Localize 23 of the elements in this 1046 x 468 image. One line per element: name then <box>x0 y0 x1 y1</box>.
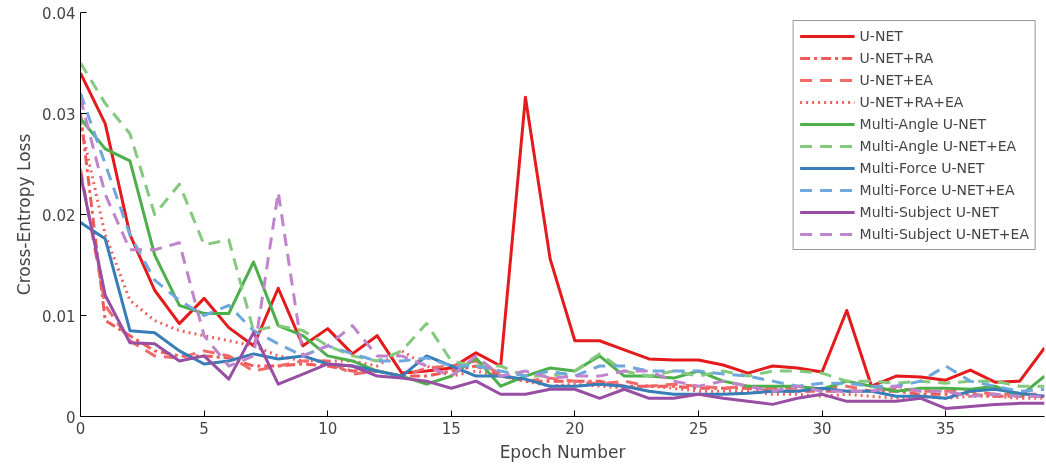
x-tick-label: 35 <box>936 419 956 438</box>
y-tick-label: 0.01 <box>42 307 76 326</box>
legend-label: Multi-Angle U-NET+EA <box>859 137 1017 155</box>
legend-label: Multi-Angle U-NET <box>859 115 987 133</box>
x-tick-label: 5 <box>199 419 209 438</box>
legend-label: Multi-Subject U-NET <box>859 203 999 221</box>
x-tick-label: 30 <box>812 419 832 438</box>
legend-label: Multi-Force U-NET <box>859 159 985 177</box>
legend-label: Multi-Subject U-NET+EA <box>859 225 1029 243</box>
legend-label: U-NET+RA <box>859 49 934 67</box>
x-tick-label: 20 <box>565 419 585 438</box>
x-axis-title: Epoch Number <box>499 441 626 462</box>
legend-label: Multi-Force U-NET+EA <box>859 181 1015 199</box>
y-tick-label: 0.04 <box>42 4 76 23</box>
y-axis-title: Cross-Entropy Loss <box>14 133 35 296</box>
y-tick-label: 0.02 <box>42 206 76 225</box>
legend-label: U-NET+RA+EA <box>859 93 964 111</box>
legend-label: U-NET+EA <box>859 71 933 89</box>
legend-label: U-NET <box>859 27 903 45</box>
y-tick-label: 0.03 <box>42 105 76 124</box>
x-tick-label: 10 <box>318 419 338 438</box>
x-tick-label: 15 <box>441 419 461 438</box>
x-tick-label: 25 <box>688 419 708 438</box>
